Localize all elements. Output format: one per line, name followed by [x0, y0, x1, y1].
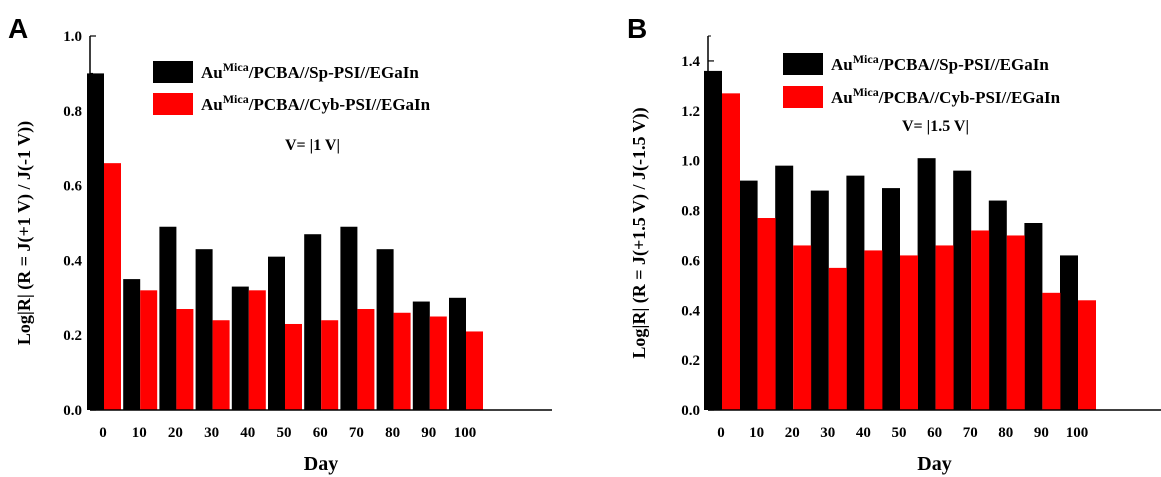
bar-sp-psi-day-90: [1024, 223, 1043, 410]
bar-sp-psi-day-10: [123, 279, 141, 410]
x-tick-label: 90: [421, 425, 436, 441]
x-tick-label: 30: [204, 425, 219, 441]
legend-swatch-cyb-psi: [783, 86, 823, 108]
y-tick-label: 0.0: [681, 403, 700, 419]
chart-panel-a: A 0.0 0.2 0.4 0.6 0.8 1.0 0 10 20 30 40 50 60 70 80 90 10…: [8, 13, 552, 475]
bar-sp-psi-day-50: [882, 188, 900, 410]
panel-label: A: [8, 13, 28, 44]
bar-sp-psi-day-80: [988, 200, 1007, 410]
x-tick-label: 80: [385, 425, 400, 441]
bar-sp-psi-day-70: [340, 226, 358, 410]
y-tick-label: 1.0: [681, 154, 700, 170]
y-tick-label: 1.4: [681, 54, 700, 70]
x-tick-label: 60: [313, 425, 328, 441]
y-tick-label: 0.4: [681, 303, 700, 319]
x-tick-label: 20: [168, 425, 183, 441]
x-tick-label: 100: [454, 425, 477, 441]
x-axis-title: Day: [304, 453, 338, 475]
y-tick-label: 0.2: [681, 353, 700, 369]
bar-cyb-psi-day-30: [212, 320, 230, 410]
bar-cyb-psi-day-80: [1006, 235, 1025, 410]
bar-sp-psi-day-70: [953, 170, 972, 410]
bar-cyb-psi-day-10: [757, 218, 776, 410]
bar-cyb-psi-day-0: [722, 93, 740, 410]
bar-cyb-psi-day-20: [793, 245, 812, 410]
bar-sp-psi-day-10: [739, 180, 758, 410]
x-tick-label: 10: [749, 425, 764, 441]
bar-sp-psi-day-50: [268, 256, 285, 410]
bar-sp-psi-day-100: [1060, 255, 1078, 410]
bar-cyb-psi-day-10: [140, 290, 158, 410]
bar-sp-psi-day-0: [87, 73, 104, 411]
x-tick-label: 80: [998, 425, 1013, 441]
bar-sp-psi-day-60: [917, 158, 936, 410]
bar-sp-psi-day-80: [376, 249, 394, 410]
y-tick-label: 0.8: [681, 204, 700, 220]
legend-label-cyb-psi: AuMica/PCBA//Cyb-PSI//EGaIn: [201, 92, 431, 114]
bar-sp-psi-day-30: [810, 190, 829, 410]
bar-cyb-psi-day-100: [1078, 300, 1096, 410]
bar-cyb-psi-day-0: [104, 163, 121, 410]
bar-cyb-psi-day-40: [864, 250, 883, 410]
bar-sp-psi-day-40: [846, 175, 865, 410]
x-tick-label: 20: [785, 425, 800, 441]
panel-label: B: [627, 13, 647, 44]
x-tick-label: 70: [963, 425, 978, 441]
bar-sp-psi-day-20: [159, 226, 177, 410]
legend-swatch-sp-psi: [783, 53, 823, 75]
x-tick-label: 30: [820, 425, 835, 441]
bar-cyb-psi-day-70: [971, 230, 990, 410]
y-tick-label: 0.4: [63, 253, 82, 269]
bar-cyb-psi-day-60: [321, 320, 339, 410]
bar-cyb-psi-day-90: [429, 316, 447, 410]
x-tick-label: 50: [892, 425, 907, 441]
chart-panel-b: B 0.0 0.2 0.4 0.6 0.8 1.0 1.2 1.4 0 10 20 30 40 50 60 70…: [627, 13, 1161, 475]
voltage-annotation: V= |1 V|: [285, 137, 340, 154]
bar-cyb-psi-day-30: [828, 267, 847, 410]
y-tick-label: 0.0: [63, 403, 82, 419]
bar-cyb-psi-day-90: [1042, 292, 1061, 410]
legend-swatch-cyb-psi: [153, 93, 193, 115]
x-tick-label: 40: [856, 425, 871, 441]
x-tick-label: 0: [99, 425, 107, 441]
bar-cyb-psi-day-40: [248, 290, 266, 410]
y-tick-label: 0.6: [681, 253, 700, 269]
bar-cyb-psi-day-80: [393, 312, 411, 410]
bar-cyb-psi-day-50: [285, 323, 302, 410]
bar-cyb-psi-day-100: [466, 331, 483, 410]
y-tick-label: 0.2: [63, 328, 82, 344]
legend-label-cyb-psi: AuMica/PCBA//Cyb-PSI//EGaIn: [831, 85, 1061, 107]
bar-cyb-psi-day-20: [176, 309, 194, 410]
x-tick-label: 60: [927, 425, 942, 441]
y-tick-label: 1.2: [681, 104, 700, 120]
y-axis-title: Log|R| (R = J(+1.5 V) / J(-1.5 V)): [629, 107, 650, 358]
bar-sp-psi-day-0: [704, 70, 722, 410]
bar-sp-psi-day-90: [412, 301, 430, 410]
x-tick-label: 10: [132, 425, 147, 441]
bar-sp-psi-day-30: [195, 249, 213, 410]
bar-sp-psi-day-60: [304, 234, 322, 410]
x-tick-label: 40: [240, 425, 255, 441]
legend-label-sp-psi: AuMica/PCBA//Sp-PSI//EGaIn: [831, 52, 1049, 74]
bar-sp-psi-day-40: [231, 286, 249, 410]
x-tick-label: 70: [349, 425, 364, 441]
y-tick-label: 0.6: [63, 179, 82, 195]
x-tick-label: 50: [277, 425, 292, 441]
bar-cyb-psi-day-60: [935, 245, 954, 410]
bar-cyb-psi-day-50: [900, 255, 918, 410]
x-tick-label: 100: [1066, 425, 1089, 441]
bar-sp-psi-day-100: [449, 297, 466, 410]
x-axis-title: Day: [917, 453, 951, 475]
y-axis-title: Log|R| (R = J(+1 V) / J(-1 V)): [14, 121, 35, 345]
legend-label-sp-psi: AuMica/PCBA//Sp-PSI//EGaIn: [201, 60, 419, 82]
y-tick-label: 1.0: [63, 29, 82, 45]
legend-swatch-sp-psi: [153, 61, 193, 83]
x-tick-label: 90: [1034, 425, 1049, 441]
bar-cyb-psi-day-70: [357, 309, 375, 410]
y-tick-label: 0.8: [63, 104, 82, 120]
voltage-annotation: V= |1.5 V|: [902, 118, 969, 135]
x-tick-label: 0: [717, 425, 725, 441]
bar-sp-psi-day-20: [775, 165, 794, 410]
